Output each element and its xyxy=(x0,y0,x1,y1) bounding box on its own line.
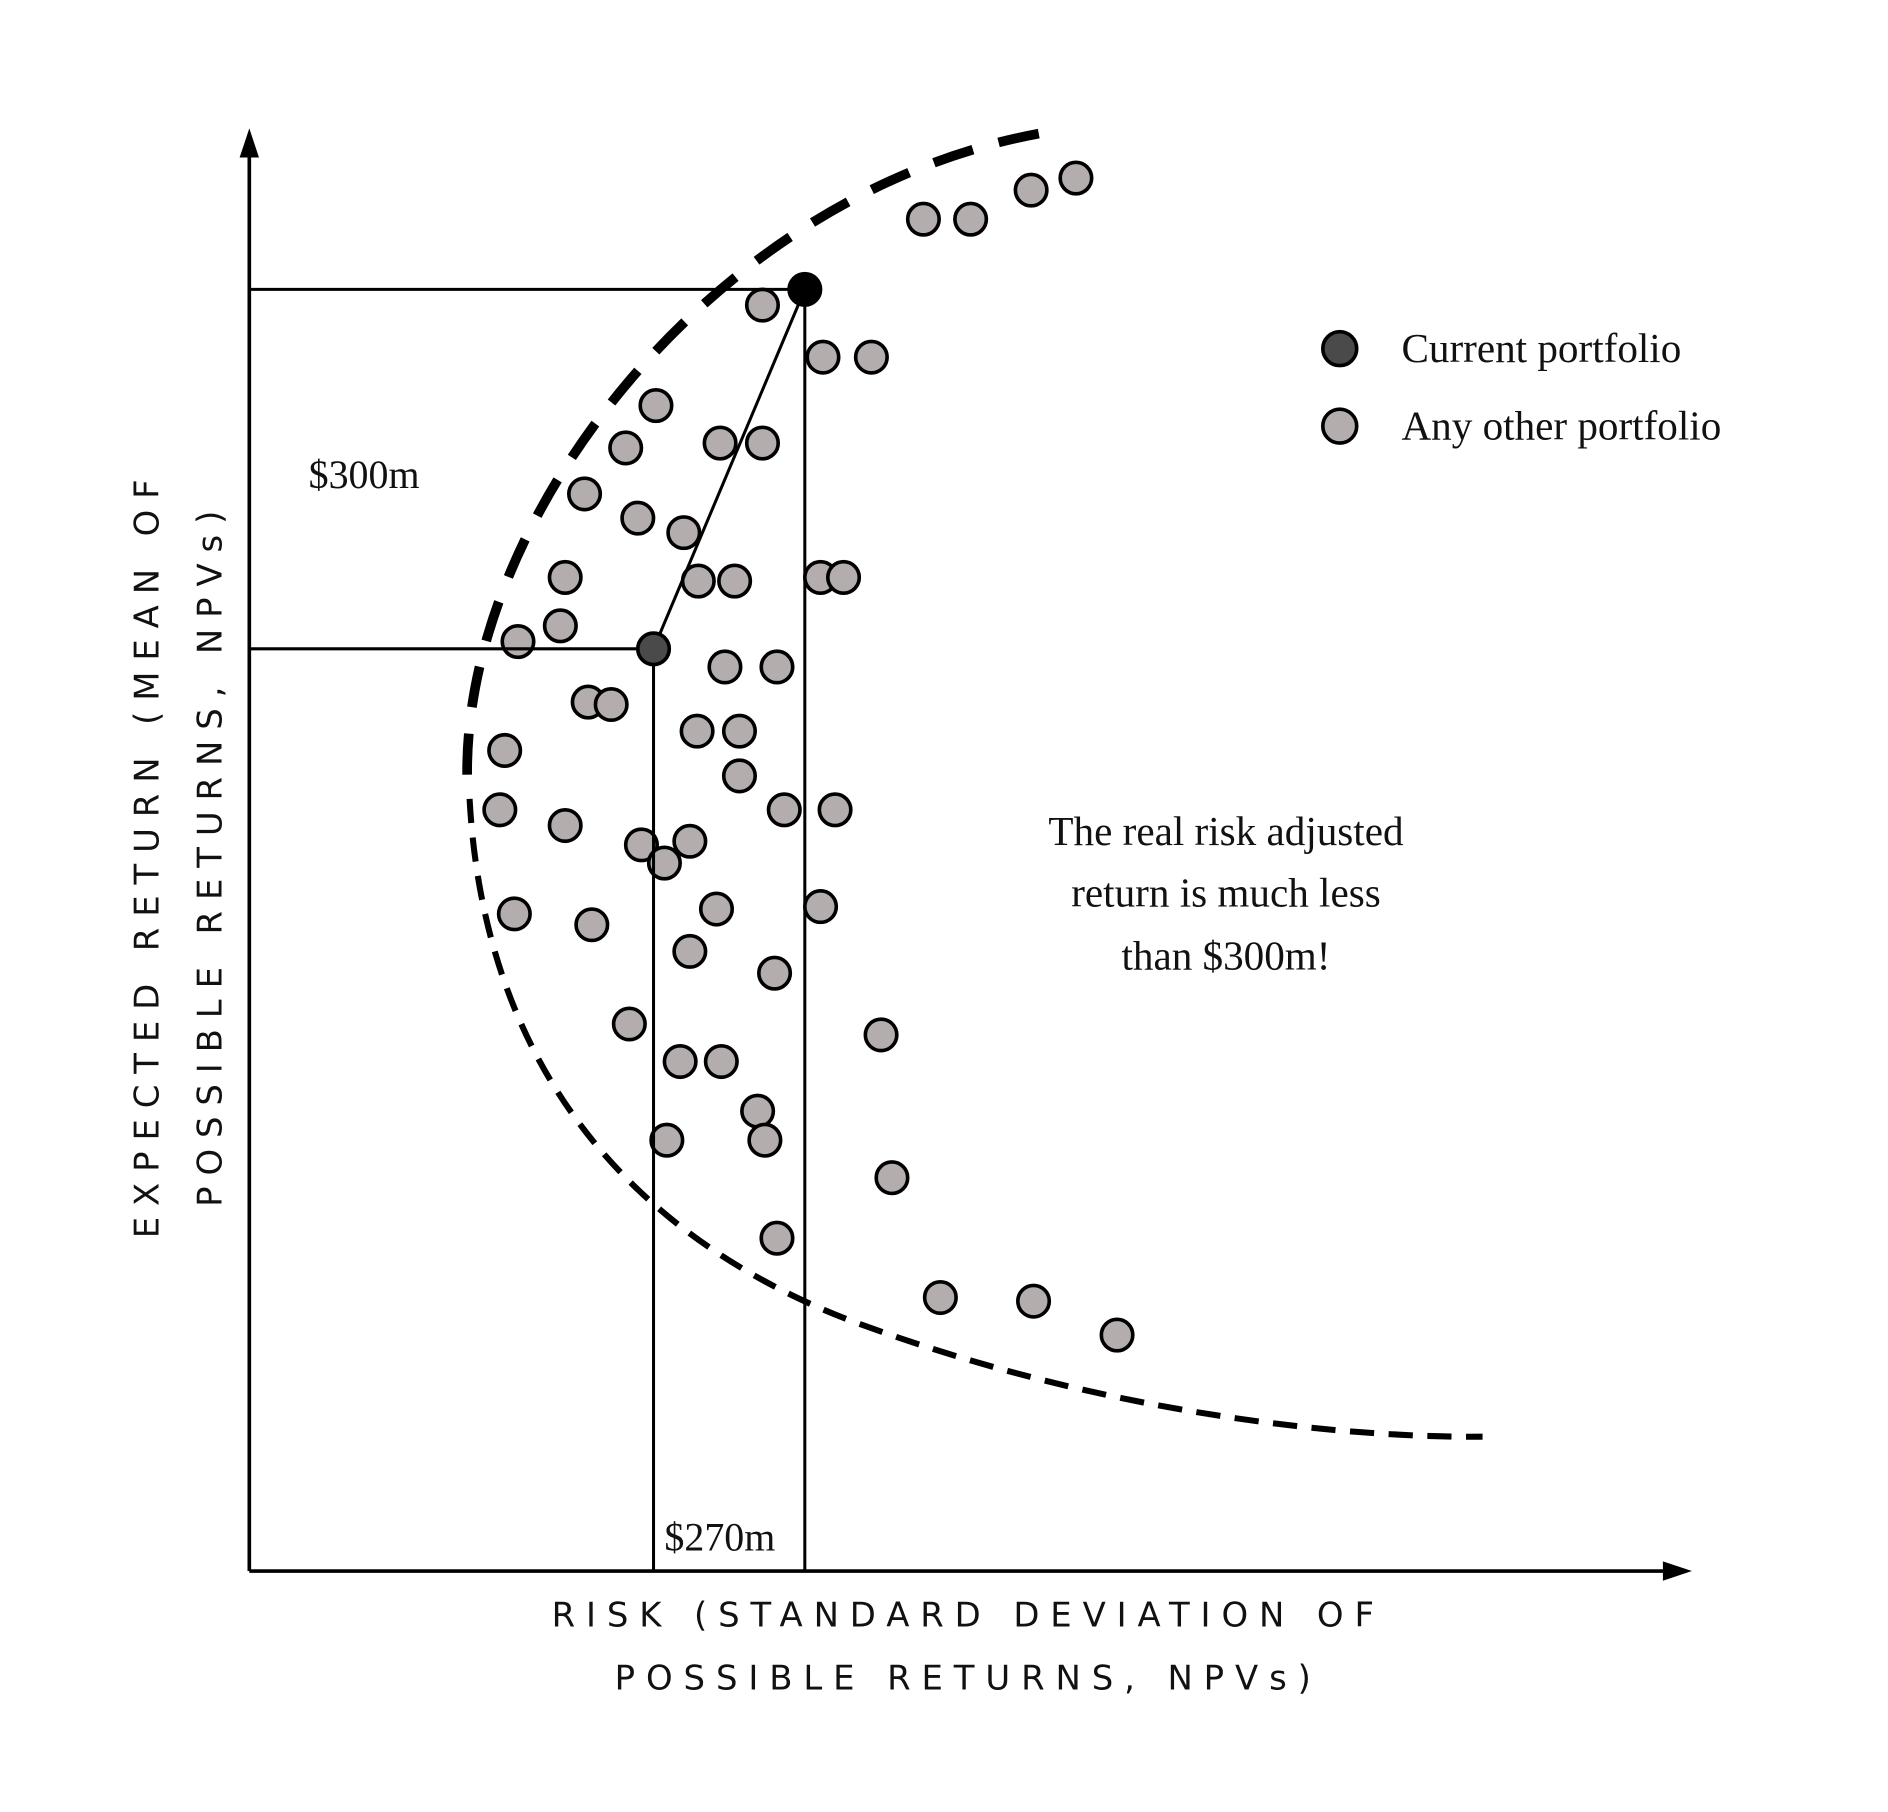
other-portfolio-dot xyxy=(817,792,853,828)
legend-label-other: Any other portfolio xyxy=(1401,402,1721,448)
other-portfolio-dot xyxy=(611,1006,647,1042)
other-portfolio-dot xyxy=(874,1160,910,1196)
other-portfolio-dot xyxy=(702,425,738,461)
other-portfolio-dot xyxy=(721,758,758,794)
other-portfolio-dot xyxy=(646,845,682,881)
other-portfolio-dot xyxy=(496,896,532,932)
other-portfolio-dot xyxy=(1013,172,1049,208)
other-portfolio-dot xyxy=(638,388,674,424)
other-portfolio-dot xyxy=(803,889,839,925)
other-portfolio-dot xyxy=(721,713,758,749)
annotation-line: than $300m! xyxy=(1121,933,1330,979)
other-portfolio-dot xyxy=(826,559,862,595)
other-portfolio-dot xyxy=(905,201,941,237)
other-portfolio-dot xyxy=(703,1043,739,1080)
other-portfolio-dot xyxy=(608,430,644,466)
other-portfolio-dot xyxy=(649,1122,685,1158)
x-axis-label-line1: RISK (STANDARD DEVIATION OF xyxy=(552,1596,1385,1635)
portfolio-dots xyxy=(482,160,1135,1353)
other-portfolio-dot xyxy=(698,891,735,927)
other-portfolio-dot xyxy=(679,713,715,749)
other-portfolio-dot xyxy=(953,201,989,237)
other-portfolio-dot xyxy=(542,608,578,644)
other-portfolio-dot xyxy=(747,1122,783,1158)
other-portfolio-dot xyxy=(620,500,656,536)
y-axis-label-line2: POSSIBLE RETURNS, NPVs) xyxy=(190,500,229,1207)
x-axis-arrow xyxy=(1662,1561,1692,1581)
y-axis-label-line1: EXPECTED RETURN (MEAN OF xyxy=(128,468,167,1238)
other-portfolio-dot xyxy=(500,624,536,660)
x-axis-label-line2: POSSIBLE RETURNS, NPVs) xyxy=(615,1659,1322,1698)
other-portfolio-dot xyxy=(672,933,708,969)
other-portfolio-dot xyxy=(567,476,603,512)
y-axis-arrow xyxy=(239,128,259,158)
legend-label-current: Current portfolio xyxy=(1401,325,1681,371)
other-portfolio-dot xyxy=(666,515,702,551)
frontier-portfolio-dot xyxy=(787,271,823,307)
efficient-frontier-upper xyxy=(462,126,1057,775)
other-portfolio-dot xyxy=(922,1279,958,1316)
expected-return-label: $300m xyxy=(309,452,420,497)
other-portfolio-dot xyxy=(759,649,795,685)
other-portfolio-dot xyxy=(707,649,743,685)
other-portfolio-dot xyxy=(1058,160,1094,196)
other-portfolio-dot xyxy=(672,823,708,859)
annotation-line: return is much less xyxy=(1071,870,1381,916)
risk-adjusted-label: $270m xyxy=(664,1514,775,1559)
other-portfolio-dot xyxy=(593,686,629,723)
legend: Current portfolio Any other portfolio xyxy=(1320,325,1721,448)
other-portfolio-dot xyxy=(482,792,518,828)
other-portfolio-dot xyxy=(547,807,583,844)
other-portfolio-dot xyxy=(1099,1317,1135,1353)
current-portfolio-dot xyxy=(635,631,672,667)
other-portfolio-dot xyxy=(757,955,793,991)
legend-marker-other xyxy=(1320,407,1359,445)
other-portfolio-dot xyxy=(547,559,583,595)
other-portfolio-dot xyxy=(744,287,781,323)
other-portfolio-dot xyxy=(744,425,781,461)
other-portfolio-dot xyxy=(740,1093,776,1129)
other-portfolio-dot xyxy=(805,339,841,375)
annotation: The real risk adjusted return is much le… xyxy=(1048,808,1404,979)
other-portfolio-dot xyxy=(623,827,659,863)
annotation-line: The real risk adjusted xyxy=(1048,808,1404,854)
other-portfolio-dot xyxy=(863,1017,899,1053)
other-portfolio-dot xyxy=(487,732,523,769)
other-portfolio-dot xyxy=(766,792,802,828)
legend-marker-current xyxy=(1320,329,1359,368)
other-portfolio-dot xyxy=(1016,1283,1052,1319)
other-portfolio-dot xyxy=(574,907,610,943)
other-portfolio-dot xyxy=(853,339,889,375)
other-portfolio-dot xyxy=(717,563,753,599)
other-portfolio-dot xyxy=(759,1220,795,1256)
connector-line xyxy=(652,288,807,650)
special-points xyxy=(635,271,823,667)
other-portfolio-dot xyxy=(662,1043,698,1080)
